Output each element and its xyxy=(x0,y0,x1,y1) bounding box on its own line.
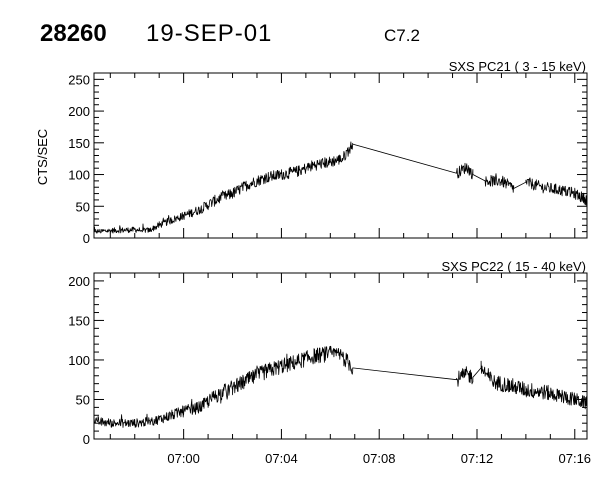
series-line-0-0 xyxy=(93,141,588,234)
x-tick-label: 07:12 xyxy=(461,451,494,466)
series-line-1-0 xyxy=(93,345,588,428)
chart-pc22-ticks: 0 50 100 150 200 07:00 07:04 07:08 07:12 07:16 xyxy=(68,272,592,466)
chart-pc22-title: SXS PC22 ( 15 - 40 keV) xyxy=(441,259,586,274)
chart-pc21-ylabel: CTS/SEC xyxy=(35,129,50,185)
y-tick-label: 200 xyxy=(68,104,90,119)
y-tick-label: 250 xyxy=(68,72,90,87)
x-tick-label: 07:00 xyxy=(167,451,200,466)
chart-pc21-ticks: 0 50 100 150 200 250 xyxy=(68,72,587,246)
x-tick-label: 07:16 xyxy=(559,451,592,466)
chart-pc22-series xyxy=(93,345,588,428)
y-tick-label: 150 xyxy=(68,136,90,151)
chart-pc22: SXS PC22 ( 15 - 40 keV) 0 50 100 150 200 07:0… xyxy=(68,259,591,466)
y-tick-label: 150 xyxy=(68,313,90,328)
x-tick-label: 07:04 xyxy=(265,451,298,466)
orbit-id: 28260 xyxy=(40,20,107,47)
observation-date: 19-SEP-01 xyxy=(146,20,272,47)
chart-pc21-title: SXS PC21 ( 3 - 15 keV) xyxy=(449,59,586,74)
chart-pc22-frame xyxy=(93,272,588,440)
y-tick-label: 100 xyxy=(68,353,90,368)
y-tick-label: 50 xyxy=(76,199,90,214)
y-tick-label: 0 xyxy=(83,432,90,447)
chart-pc21: SXS PC21 ( 3 - 15 keV) CTS/SEC 0 50 100 150… xyxy=(35,59,588,246)
flare-class: C7.2 xyxy=(384,26,420,45)
y-tick-label: 100 xyxy=(68,168,90,183)
chart-pc21-series xyxy=(93,141,588,234)
y-tick-label: 50 xyxy=(76,392,90,407)
y-tick-label: 0 xyxy=(83,231,90,246)
x-tick-label: 07:08 xyxy=(363,451,396,466)
y-tick-label: 200 xyxy=(68,274,90,289)
